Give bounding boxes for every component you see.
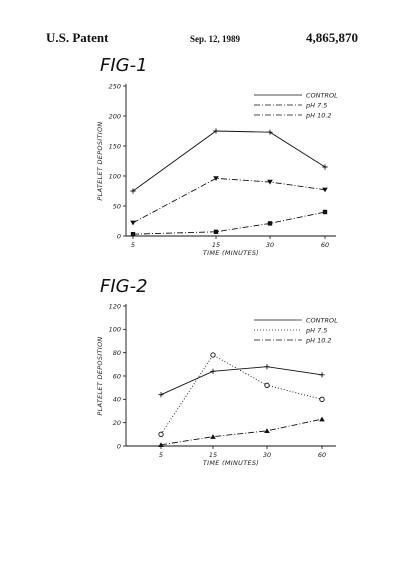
y-tick-label: 200 (109, 112, 121, 120)
y-tick-label: 50 (113, 202, 121, 210)
series-line (160, 366, 323, 396)
series-line (160, 418, 323, 446)
data-point (158, 431, 164, 437)
data-point (130, 188, 136, 194)
y-tick-label: 60 (113, 372, 121, 380)
series-3 (130, 209, 328, 237)
data-point (319, 416, 325, 422)
y-axis-label: PLATELET DEPOSITION (96, 336, 104, 415)
data-point (213, 128, 219, 134)
series-line (132, 177, 326, 224)
series-1 (158, 364, 325, 398)
chart-title: FIG-1 (100, 55, 148, 76)
patent-label: U.S. Patent (46, 30, 109, 45)
x-tick-label: 60 (318, 451, 326, 459)
legend-label: pH 10.2 (305, 111, 332, 119)
x-axis-label: TIME (MINUTES) (203, 249, 259, 257)
legend-label: pH 7.5 (305, 101, 327, 109)
series-3 (158, 416, 325, 448)
x-axis-label: TIME (MINUTES) (203, 459, 259, 467)
data-point (213, 176, 219, 181)
x-tick-label: 30 (266, 241, 274, 249)
y-tick-label: 0 (117, 232, 121, 240)
data-point (322, 164, 328, 170)
x-tick-label: 15 (212, 241, 220, 249)
legend-label: CONTROL (306, 316, 338, 324)
y-tick-label: 100 (109, 172, 121, 180)
y-tick-label: 40 (113, 396, 121, 404)
data-point (213, 229, 219, 234)
y-tick-label: 100 (109, 326, 121, 334)
legend-label: pH 10.2 (305, 336, 332, 344)
legend-label: pH 7.5 (305, 326, 327, 334)
data-point (267, 221, 273, 226)
data-point (264, 428, 270, 434)
x-tick-label: 15 (209, 451, 217, 459)
x-tick-label: 5 (131, 241, 135, 249)
y-axis-label: PLATELET DEPOSITION (96, 121, 104, 200)
data-point (158, 442, 164, 448)
data-point (319, 396, 325, 402)
figure-2: FIG-2 0 20 40 60 80 100 120 5 15 30 60 TIME (MINUTES… (96, 276, 338, 467)
y-tick-label: 80 (113, 349, 121, 357)
data-point (264, 382, 270, 388)
y-tick-label: 20 (113, 419, 121, 427)
y-tick-label: 0 (117, 442, 121, 450)
data-point (210, 352, 216, 358)
data-point (210, 368, 216, 374)
data-point (130, 220, 136, 226)
series-line (132, 211, 326, 235)
y-tick-label: 150 (109, 142, 121, 150)
chart-title: FIG-2 (100, 276, 148, 297)
data-point (210, 434, 216, 439)
patent-date: Sep. 12, 1989 (190, 34, 241, 44)
series-2 (158, 352, 325, 437)
x-tick-label: 30 (263, 451, 271, 459)
figure-1: FIG-1 0 50 100 150 200 250 5 15 30 60 TIME (MINUTES… (96, 55, 338, 257)
y-tick-label: 250 (109, 82, 121, 90)
y-tick-label: 120 (109, 302, 121, 310)
data-point (130, 232, 136, 237)
series-line (160, 354, 323, 435)
patent-number: 4,865,870 (306, 30, 358, 45)
data-point (322, 187, 328, 193)
x-tick-label: 60 (321, 241, 329, 249)
data-point (158, 392, 164, 398)
series-2 (130, 176, 328, 226)
data-point (267, 179, 273, 185)
data-point (319, 372, 325, 378)
series-line (132, 130, 326, 192)
legend-label: CONTROL (306, 91, 338, 99)
data-point (322, 209, 328, 215)
x-tick-label: 5 (159, 451, 163, 459)
series-1 (130, 128, 328, 194)
data-point (267, 129, 273, 135)
data-point (264, 364, 270, 370)
